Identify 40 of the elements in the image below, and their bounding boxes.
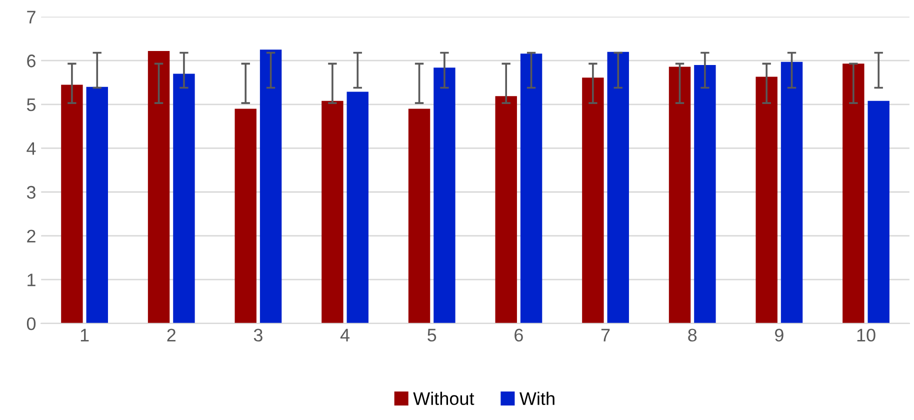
x-tick-label: 1 (80, 328, 89, 342)
bar (520, 54, 542, 324)
bar (148, 50, 170, 324)
bar (694, 64, 716, 324)
x-tick-label: 6 (514, 328, 523, 342)
x-tick-label: 3 (254, 328, 262, 342)
bar (780, 62, 803, 324)
bar (322, 100, 344, 324)
y-tick-label: 7 (27, 10, 36, 24)
x-tick-label: 10 (857, 328, 876, 342)
bar (173, 74, 195, 324)
bar (86, 86, 108, 324)
x-tick-label: 4 (340, 328, 350, 342)
bar (495, 96, 517, 324)
x-tick-label: 7 (601, 328, 610, 342)
x-tick-label: 2 (167, 328, 176, 342)
y-tick-label: 2 (27, 230, 36, 242)
bar (607, 52, 629, 324)
bar (668, 66, 691, 324)
bar (234, 108, 256, 324)
bar (434, 68, 456, 324)
bar (408, 108, 430, 324)
bar (582, 78, 604, 324)
bar (61, 84, 83, 324)
y-tick-label: 1 (28, 274, 36, 286)
x-tick-label: 8 (688, 328, 697, 342)
bar (868, 100, 890, 324)
y-tick-label: 4 (26, 142, 36, 155)
bar (842, 64, 864, 324)
y-tick-label: 0 (26, 317, 36, 330)
y-tick-label: 6 (27, 54, 36, 68)
x-tick-label: 9 (775, 328, 784, 342)
y-tick-label: 5 (26, 98, 36, 112)
bar (260, 50, 282, 324)
bar (346, 92, 368, 324)
x-tick-label: 5 (428, 328, 436, 342)
legend-label: Without (413, 392, 474, 406)
legend-label: With (520, 392, 554, 405)
y-tick-label: 3 (26, 186, 36, 199)
bar (756, 76, 778, 324)
